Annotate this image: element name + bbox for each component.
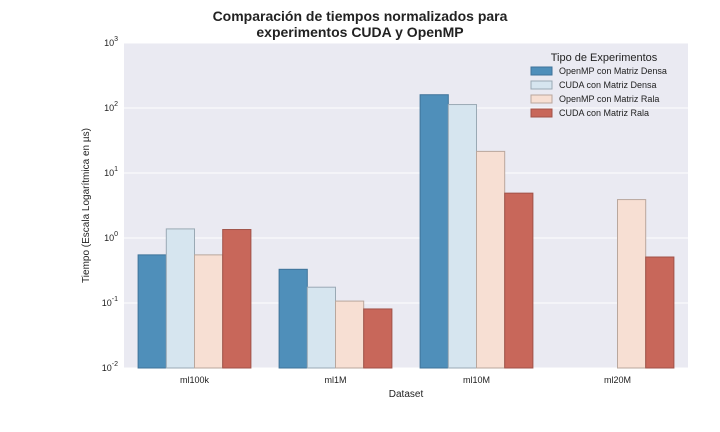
chart-title-line-2: experimentos CUDA y OpenMP <box>256 24 463 40</box>
bar-ml1M-series-0 <box>278 268 308 369</box>
y-tick-label: 101 <box>104 166 118 178</box>
legend-entry-label: OpenMP con Matriz Densa <box>559 66 667 76</box>
bar-ml1M-series-2 <box>335 300 365 369</box>
legend-swatch <box>530 108 553 118</box>
x-tick-label: ml20M <box>604 375 631 385</box>
legend-entry-label: CUDA con Matriz Densa <box>559 80 657 90</box>
y-tick-exponent: 3 <box>114 36 118 43</box>
legend-entry-label: OpenMP con Matriz Rala <box>559 94 659 104</box>
y-tick-base: 10 <box>104 168 114 178</box>
x-tick-label: ml10M <box>463 375 490 385</box>
x-axis-label: Dataset <box>389 389 424 400</box>
y-tick-base: 10 <box>104 233 114 243</box>
legend-title: Tipo de Experimentos <box>551 52 658 64</box>
bar-ml10M-series-0 <box>419 94 449 369</box>
legend: Tipo de Experimentos OpenMP con Matriz D… <box>530 52 667 118</box>
bar-ml100k-series-0 <box>137 254 167 369</box>
y-tick-label: 103 <box>104 36 118 48</box>
y-tick-base: 10 <box>102 363 112 373</box>
y-tick-exponent: 1 <box>114 166 118 173</box>
bar-ml100k-series-2 <box>194 254 224 369</box>
bar-ml100k-series-3 <box>222 229 252 369</box>
y-tick-base: 10 <box>102 298 112 308</box>
y-tick-exponent: 0 <box>114 231 118 238</box>
bar-ml100k-series-1 <box>165 228 196 369</box>
y-tick-base: 10 <box>104 103 114 113</box>
bar-ml10M-series-3 <box>504 192 534 369</box>
x-tick-label: ml1M <box>325 375 347 385</box>
x-ticks: ml100k ml1M ml10M ml20M <box>180 375 631 385</box>
y-tick-label: 10-1 <box>102 296 118 308</box>
bars <box>137 94 675 369</box>
y-tick-exponent: -1 <box>112 296 118 303</box>
y-tick-base: 10 <box>104 38 114 48</box>
legend-swatch <box>530 80 553 90</box>
bar-ml1M-series-3 <box>363 308 393 369</box>
bar-ml20M-series-2 <box>617 199 647 369</box>
bar-ml10M-series-2 <box>476 150 506 369</box>
x-tick-label: ml100k <box>180 375 210 385</box>
bar-ml10M-series-1 <box>447 104 477 369</box>
chart-title-line-1: Comparación de tiempos normalizados para <box>213 8 508 24</box>
legend-swatch <box>530 94 553 104</box>
y-tick-label: 10-2 <box>102 361 118 373</box>
y-tick-exponent: 2 <box>114 101 118 108</box>
legend-entry-label: CUDA con Matriz Rala <box>559 108 649 118</box>
y-axis-label: Tiempo (Escala Logarítmica en µs) <box>81 128 92 283</box>
bar-ml20M-series-3 <box>645 256 675 369</box>
y-tick-exponent: -2 <box>112 361 118 368</box>
y-tick-label: 100 <box>104 231 118 243</box>
y-tick-label: 102 <box>104 101 118 113</box>
bar-ml1M-series-1 <box>306 286 336 369</box>
legend-swatch <box>530 66 553 76</box>
